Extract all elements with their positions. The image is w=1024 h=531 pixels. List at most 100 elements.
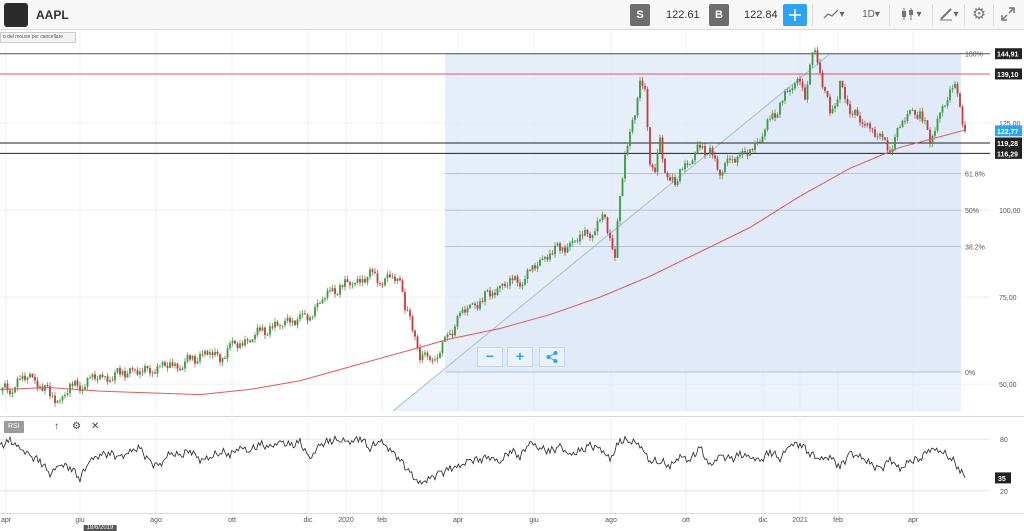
candle-body bbox=[639, 80, 641, 99]
buy-button[interactable]: B bbox=[709, 4, 729, 26]
candle-body bbox=[846, 99, 849, 105]
candle-body bbox=[284, 320, 286, 326]
candle bbox=[476, 301, 479, 311]
candle-body bbox=[54, 395, 56, 404]
candle bbox=[626, 142, 629, 157]
candle bbox=[594, 228, 596, 236]
candle bbox=[471, 302, 474, 305]
candle-body bbox=[719, 169, 721, 176]
candle-body bbox=[764, 129, 766, 137]
candle-body bbox=[626, 145, 629, 155]
candle-body bbox=[324, 297, 326, 300]
candle-body bbox=[521, 284, 524, 287]
candle bbox=[34, 373, 36, 384]
candle bbox=[944, 104, 946, 108]
candle-body bbox=[456, 315, 459, 327]
x-axis-tick-label: ott bbox=[228, 517, 236, 524]
timeframe-select[interactable]: 1D▾ bbox=[858, 4, 884, 26]
x-axis-tick-label: 2021 bbox=[792, 517, 808, 524]
candle-body bbox=[544, 256, 546, 259]
candle bbox=[769, 115, 771, 123]
candle bbox=[829, 93, 831, 117]
candle bbox=[699, 141, 701, 151]
zoom-out-button[interactable]: − bbox=[477, 347, 503, 367]
candle-body bbox=[6, 383, 9, 391]
candle-body bbox=[724, 163, 726, 173]
y-axis-tick-label: 50,00 bbox=[999, 382, 1017, 389]
candle-body bbox=[729, 158, 731, 160]
candle-body bbox=[39, 386, 41, 389]
candle bbox=[711, 145, 714, 159]
candle bbox=[201, 350, 204, 358]
candle-body bbox=[834, 106, 836, 109]
candle-body bbox=[464, 309, 466, 313]
fullscreen-button[interactable] bbox=[998, 4, 1018, 26]
candle-body bbox=[274, 321, 276, 328]
candle-body bbox=[299, 314, 301, 320]
candle-body bbox=[659, 137, 661, 153]
rsi-chart[interactable]: 80 20 35 bbox=[0, 416, 1024, 513]
candle-body bbox=[824, 87, 826, 91]
settings-button[interactable]: ⚙ bbox=[969, 4, 989, 26]
share-button[interactable] bbox=[539, 347, 565, 367]
candle-body bbox=[96, 379, 99, 380]
candle-body bbox=[31, 373, 34, 377]
candle-body bbox=[56, 400, 59, 404]
candle-body bbox=[586, 230, 589, 234]
candle-body bbox=[711, 147, 714, 156]
x-axis-tick-label: giu bbox=[529, 517, 539, 524]
candle bbox=[396, 278, 399, 285]
candle bbox=[229, 340, 231, 352]
candle bbox=[414, 329, 416, 341]
candle-body bbox=[241, 343, 244, 346]
candle bbox=[761, 132, 764, 143]
arrow-up-icon[interactable]: ↑ bbox=[54, 421, 59, 432]
candle bbox=[49, 382, 51, 400]
candle bbox=[784, 88, 786, 104]
candle-body bbox=[134, 369, 136, 371]
candle bbox=[189, 354, 191, 363]
candle bbox=[796, 77, 799, 87]
toolbar-divider bbox=[964, 4, 965, 26]
candle-body bbox=[194, 356, 196, 364]
candle bbox=[131, 366, 134, 373]
candle-body bbox=[396, 278, 399, 281]
candle bbox=[256, 323, 259, 338]
candle-body bbox=[821, 72, 824, 88]
candle-body bbox=[574, 240, 576, 242]
line-chart-type-button[interactable]: ▾ bbox=[818, 4, 850, 26]
crosshair-button[interactable] bbox=[783, 4, 807, 26]
rsi-indicator-label[interactable]: RSI (14) bbox=[4, 421, 25, 442]
candle-body bbox=[221, 357, 224, 363]
candle bbox=[196, 357, 199, 365]
sell-button[interactable]: S bbox=[630, 4, 650, 26]
candle bbox=[286, 314, 289, 323]
candle bbox=[506, 281, 509, 289]
candle-body bbox=[646, 88, 649, 128]
candle-body bbox=[249, 340, 251, 343]
candle bbox=[906, 110, 909, 124]
candle-body bbox=[389, 274, 391, 278]
candle bbox=[714, 151, 716, 162]
candle-body bbox=[436, 357, 439, 360]
candle bbox=[671, 173, 674, 184]
candle bbox=[101, 372, 104, 379]
candle-body bbox=[649, 127, 651, 165]
zoom-in-button[interactable]: + bbox=[507, 347, 533, 367]
rsi-current-tag bbox=[995, 472, 1011, 484]
close-icon[interactable]: ✕ bbox=[91, 421, 100, 432]
candle-type-button[interactable]: ▾ bbox=[895, 4, 927, 26]
drawing-tools-button[interactable]: ▾ bbox=[936, 4, 962, 26]
candle-body bbox=[676, 181, 679, 185]
chevron-down-icon: ▾ bbox=[874, 9, 880, 20]
price-tag-bg bbox=[995, 147, 1022, 159]
symbol-title[interactable]: AAPL bbox=[36, 8, 69, 22]
candle-body bbox=[104, 376, 106, 378]
candle bbox=[874, 126, 876, 138]
candle-body bbox=[631, 119, 634, 132]
candle-body bbox=[229, 343, 231, 349]
candle-body bbox=[536, 265, 539, 269]
price-chart[interactable]: 100% 61.8% 50% 38.2% 0% 125,00 100,00 75,00 50,0… bbox=[0, 31, 1024, 416]
gear-icon[interactable]: ⚙ bbox=[72, 421, 81, 432]
candle bbox=[956, 81, 959, 97]
